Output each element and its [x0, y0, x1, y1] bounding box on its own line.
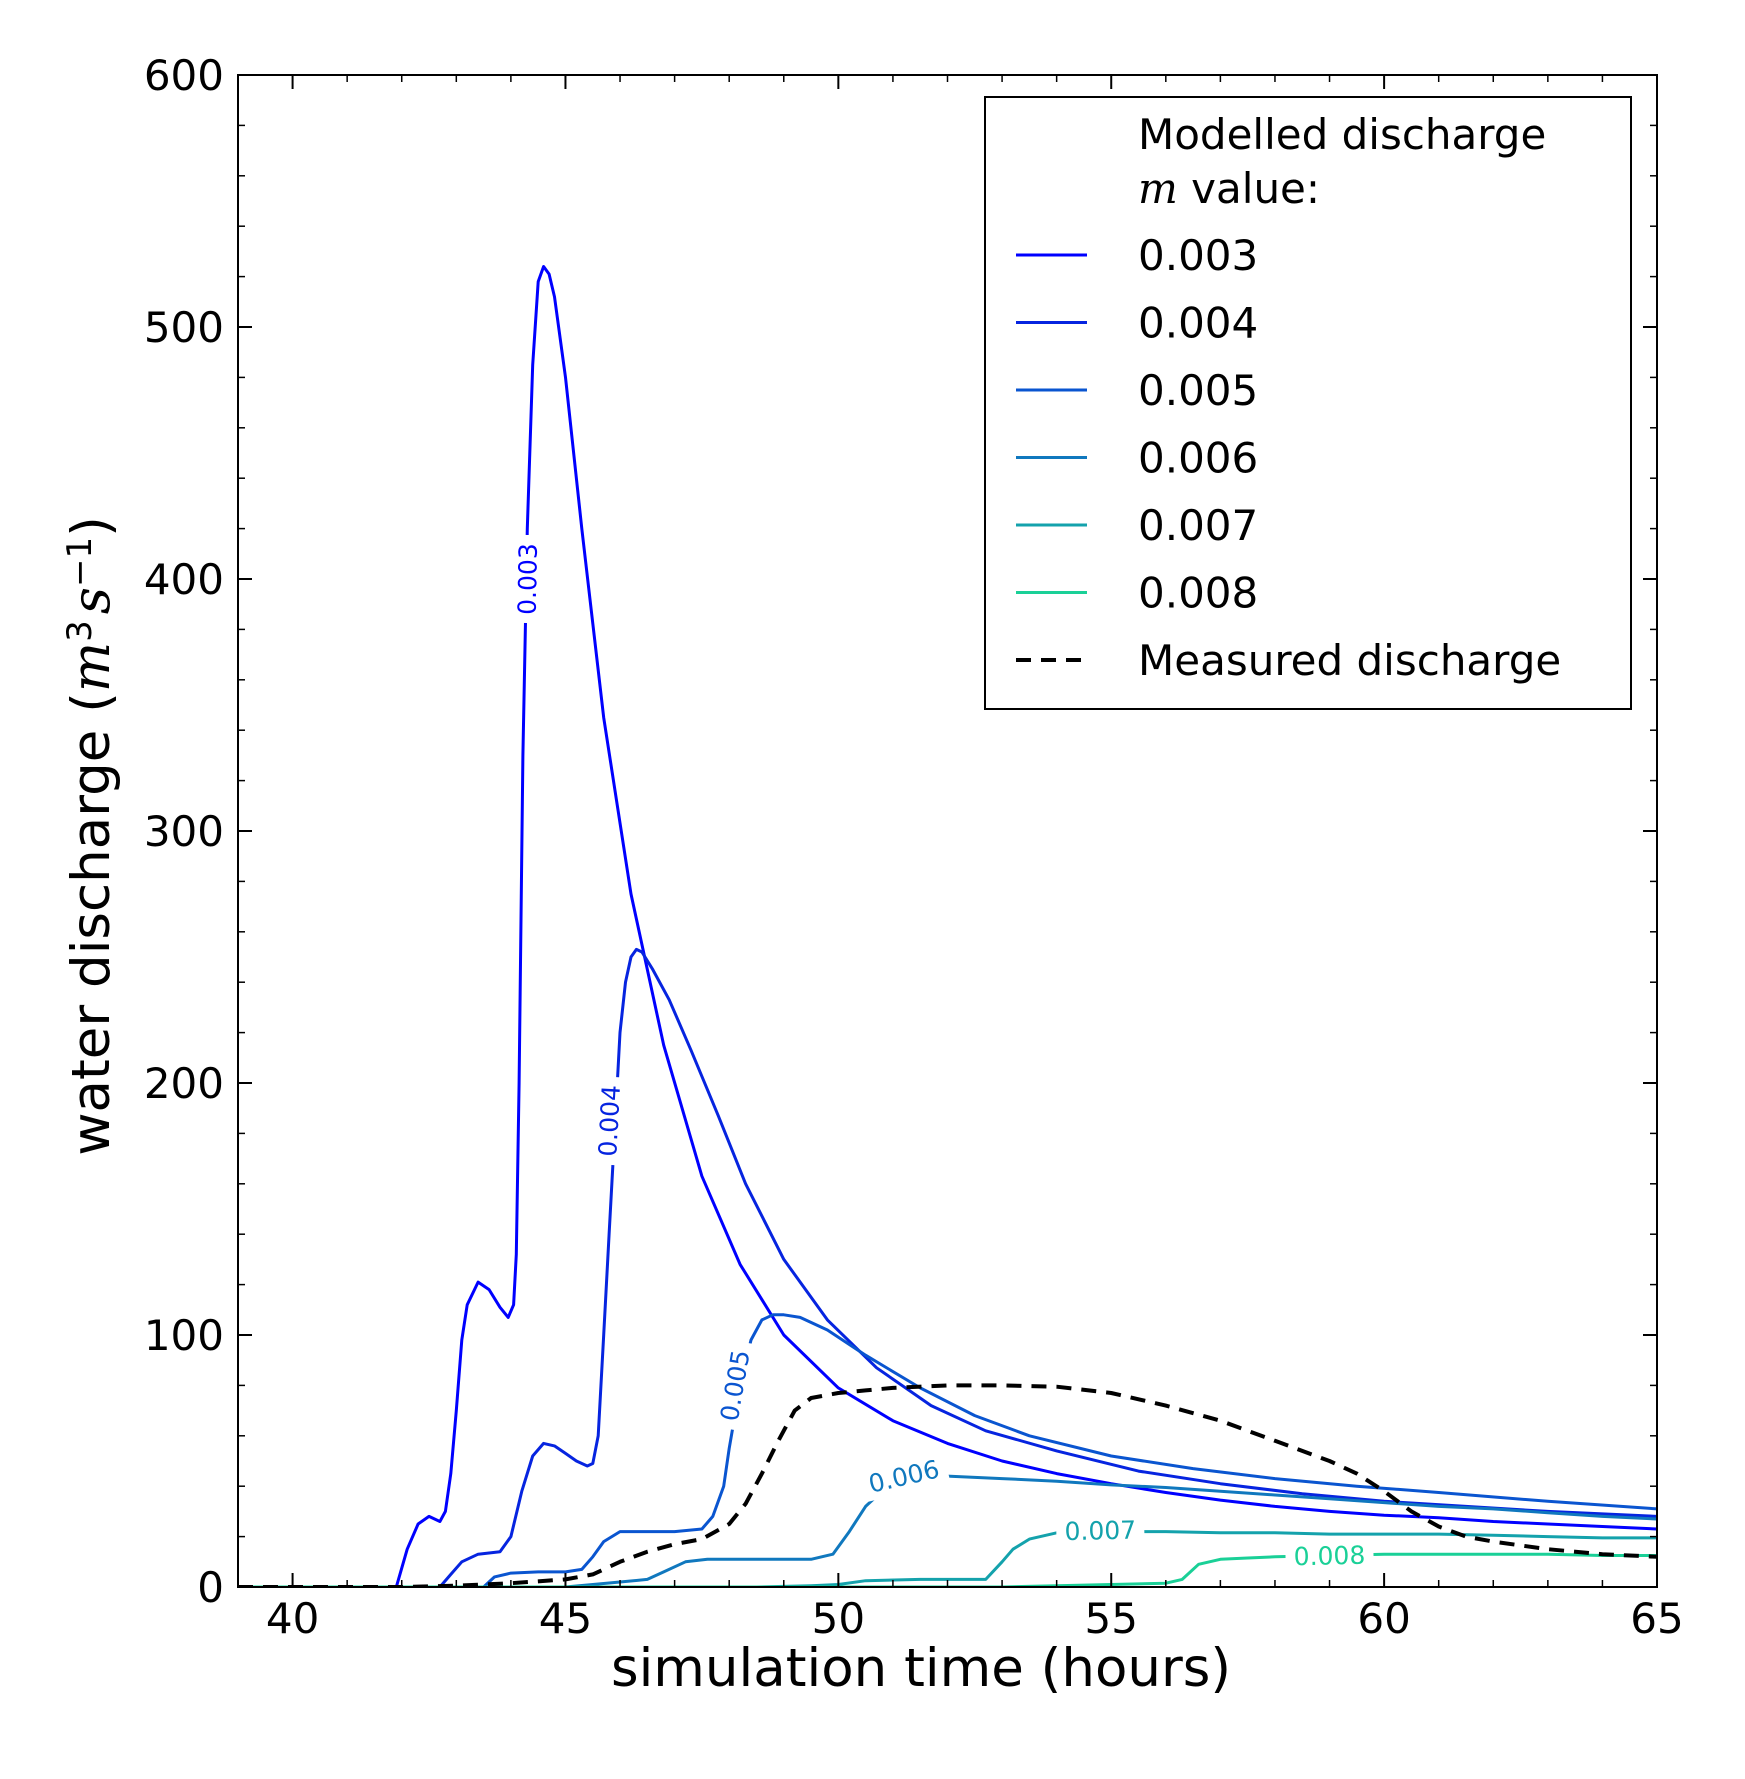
x-tick-label: 65 [1630, 1594, 1683, 1643]
curve-label-0-004: 0.004 [589, 1075, 629, 1166]
curve-label-0-006: 0.006 [857, 1449, 951, 1503]
y-tick-label: 100 [144, 1311, 224, 1360]
curve-label-background [1285, 1537, 1374, 1574]
legend-subtitle-rest: value: [1178, 164, 1320, 213]
legend-label-0-008: 0.008 [1138, 569, 1258, 618]
y-axis-unit-m-exponent: 3 [60, 620, 100, 642]
y-tick-label: 200 [144, 1059, 224, 1108]
legend-subtitle-variable: m [1138, 164, 1178, 213]
x-tick-label: 45 [539, 1594, 592, 1643]
legend-subtitle: m value: [1138, 164, 1320, 213]
y-axis-unit-m: m [61, 642, 122, 692]
legend-title: Modelled discharge [1138, 110, 1546, 159]
y-axis-title-prefix: water discharge ( [61, 692, 122, 1156]
y-axis-unit-s: s [61, 587, 122, 614]
series-line-0-003 [238, 265, 1657, 1587]
legend-label-0-007: 0.007 [1138, 501, 1258, 550]
legend-label-0-004: 0.004 [1138, 299, 1258, 348]
curve-label-0-005: 0.005 [710, 1339, 759, 1432]
series-line-0-007 [238, 1530, 1657, 1587]
x-tick-label: 50 [812, 1594, 865, 1643]
x-tick-label: 55 [1085, 1594, 1138, 1643]
legend-label-0-005: 0.005 [1138, 366, 1258, 415]
series-line-measured-discharge [238, 1383, 1657, 1587]
curve-label-background [1055, 1512, 1145, 1549]
curve-label-0-007: 0.007 [1055, 1512, 1145, 1549]
curve-label-text: 0.003 [513, 543, 543, 615]
y-axis-title-suffix: ) [61, 516, 122, 537]
series-line-0-008 [238, 1552, 1657, 1587]
legend-box [984, 96, 1632, 710]
curve-label-background [710, 1339, 759, 1432]
y-axis-title: water discharge (m3 s−1) [60, 516, 122, 1156]
curve-label-text: 0.005 [715, 1348, 756, 1423]
y-tick-label: 300 [144, 807, 224, 856]
curve-label-0-008: 0.008 [1285, 1537, 1374, 1574]
legend-label-0-003: 0.003 [1138, 231, 1258, 280]
y-tick-label: 600 [144, 51, 224, 100]
axis-ticks [237, 74, 1658, 1588]
legend: Modelled discharge m value: 0.0030.0040.… [984, 96, 1632, 710]
x-tick-label: 60 [1357, 1594, 1410, 1643]
legend-label-measured-discharge: Measured discharge [1138, 636, 1561, 685]
curve-label-text: 0.004 [593, 1084, 626, 1157]
y-tick-label: 0 [197, 1563, 224, 1612]
curve-label-background [509, 534, 546, 624]
series-line-0-005 [238, 1313, 1657, 1587]
legend-entries: 0.003 0.004 0.005 0.006 0.007 0.008 Measured d… [1016, 231, 1561, 685]
curve-label-background [589, 1075, 629, 1166]
y-tick-label: 400 [144, 555, 224, 604]
x-axis-title: simulation time (hours) [611, 1638, 1231, 1699]
tick-labels: 40 45 50 55 60 65 0 100 200 300 400 500 600 [144, 51, 1684, 1643]
series-line-0-004 [238, 947, 1657, 1587]
curve-label-0-003: 0.003 [509, 534, 546, 624]
curve-label-background [857, 1449, 951, 1503]
curve-label-text: 0.007 [1064, 1515, 1136, 1546]
legend-label-0-006: 0.006 [1138, 434, 1258, 483]
x-tick-label: 40 [266, 1594, 319, 1643]
curve-label-text: 0.008 [1293, 1541, 1365, 1572]
y-tick-label: 500 [144, 303, 224, 352]
y-axis-unit-s-exponent: −1 [60, 537, 100, 587]
